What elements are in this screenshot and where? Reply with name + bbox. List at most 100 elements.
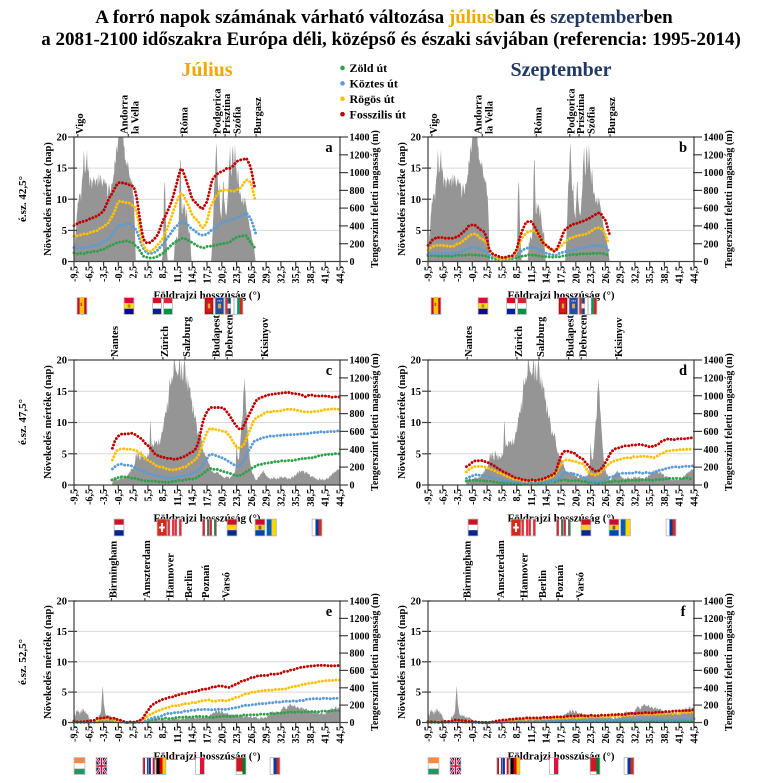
svg-text:14,5: 14,5 — [188, 266, 199, 284]
svg-text:Kisinyov: Kisinyov — [260, 317, 271, 357]
svg-text:11,5: 11,5 — [173, 726, 184, 743]
svg-text:17,5: 17,5 — [557, 266, 568, 284]
svg-text:-9,5: -9,5 — [424, 266, 435, 282]
svg-text:1000: 1000 — [704, 391, 724, 402]
svg-text:23,5: 23,5 — [586, 489, 597, 507]
svg-text:800: 800 — [704, 409, 719, 420]
svg-text:f: f — [681, 604, 686, 620]
svg-text:11,5: 11,5 — [173, 489, 184, 506]
svg-text:200: 200 — [350, 239, 365, 250]
svg-text:-0,5: -0,5 — [468, 489, 479, 505]
svg-text:é.sz. 47,5°: é.sz. 47,5° — [17, 399, 29, 445]
svg-text:Növekedés mértéke (nap): Növekedés mértéke (nap) — [43, 605, 54, 719]
svg-text:600: 600 — [350, 204, 365, 215]
svg-text:44,5: 44,5 — [336, 726, 347, 744]
svg-text:29,5: 29,5 — [616, 266, 627, 284]
svg-text:14,5: 14,5 — [188, 726, 199, 744]
svg-text:20: 20 — [411, 597, 422, 608]
svg-text:-9,5: -9,5 — [70, 266, 81, 282]
svg-text:38,5: 38,5 — [660, 266, 671, 284]
svg-text:-0,5: -0,5 — [468, 266, 479, 282]
svg-text:400: 400 — [350, 683, 365, 694]
svg-text:1000: 1000 — [350, 168, 370, 179]
svg-text:8,5: 8,5 — [512, 489, 523, 502]
svg-text:Budapest: Budapest — [212, 314, 223, 357]
svg-text:11,5: 11,5 — [527, 489, 538, 506]
svg-text:20,5: 20,5 — [571, 266, 582, 284]
svg-text:38,5: 38,5 — [306, 266, 317, 284]
svg-text:a: a — [325, 140, 333, 156]
svg-text:29,5: 29,5 — [262, 726, 273, 744]
svg-text:2,5: 2,5 — [483, 266, 494, 279]
svg-text:Kisinyov: Kisinyov — [614, 317, 625, 357]
svg-text:-0,5: -0,5 — [114, 489, 125, 505]
svg-text:-6,5: -6,5 — [84, 266, 95, 282]
svg-text:e: e — [326, 604, 333, 620]
svg-text:Varsó: Varsó — [221, 572, 232, 598]
svg-text:0: 0 — [704, 257, 709, 268]
svg-text:800: 800 — [704, 649, 719, 660]
svg-text:20,5: 20,5 — [571, 489, 582, 507]
svg-text:Növekedés mértéke (nap): Növekedés mértéke (nap) — [397, 142, 408, 256]
svg-text:Növekedés mértéke (nap): Növekedés mértéke (nap) — [43, 365, 54, 479]
svg-text:29,5: 29,5 — [262, 489, 273, 507]
svg-text:1000: 1000 — [704, 168, 724, 179]
svg-text:400: 400 — [704, 222, 719, 233]
svg-text:Tengerszint feletti magasság (: Tengerszint feletti magasság (m) — [370, 353, 381, 491]
svg-text:35,5: 35,5 — [291, 266, 302, 284]
svg-text:1400: 1400 — [350, 133, 370, 144]
svg-text:600: 600 — [350, 666, 365, 677]
svg-text:Prisztina: Prisztina — [576, 93, 587, 134]
svg-text:Birmingham: Birmingham — [463, 541, 474, 598]
svg-text:32,5: 32,5 — [630, 489, 641, 507]
svg-text:Zöld út: Zöld út — [350, 61, 388, 75]
svg-text:c: c — [326, 363, 333, 379]
svg-text:38,5: 38,5 — [306, 489, 317, 507]
svg-text:17,5: 17,5 — [557, 489, 568, 507]
svg-text:Andorra: Andorra — [473, 94, 484, 134]
svg-text:8,5: 8,5 — [512, 266, 523, 279]
svg-text:20: 20 — [57, 356, 68, 367]
svg-text:2,5: 2,5 — [129, 266, 140, 279]
svg-text:0: 0 — [62, 718, 67, 729]
svg-text:Burgasz: Burgasz — [607, 97, 618, 134]
svg-text:Salzburg: Salzburg — [182, 316, 193, 357]
svg-text:32,5: 32,5 — [276, 489, 287, 507]
svg-text:38,5: 38,5 — [660, 489, 671, 507]
svg-text:14,5: 14,5 — [542, 266, 553, 284]
svg-text:15: 15 — [57, 164, 68, 175]
svg-text:0: 0 — [62, 257, 67, 268]
svg-text:17,5: 17,5 — [203, 489, 214, 507]
svg-text:800: 800 — [704, 186, 719, 197]
svg-text:5: 5 — [62, 449, 67, 460]
svg-text:1200: 1200 — [704, 374, 724, 385]
svg-text:Podgorica: Podgorica — [213, 88, 224, 134]
svg-text:Róma: Róma — [533, 106, 544, 134]
svg-text:1000: 1000 — [350, 391, 370, 402]
svg-text:20,5: 20,5 — [571, 726, 582, 744]
svg-text:0: 0 — [704, 718, 709, 729]
svg-text:200: 200 — [704, 463, 719, 474]
svg-text:2,5: 2,5 — [483, 489, 494, 502]
svg-text:Zürich: Zürich — [160, 326, 171, 357]
svg-text:Július: Július — [181, 59, 232, 81]
svg-text:-0,5: -0,5 — [468, 726, 479, 742]
svg-text:1000: 1000 — [350, 631, 370, 642]
svg-text:Rögös út: Rögös út — [350, 92, 395, 106]
svg-text:1200: 1200 — [704, 614, 724, 625]
svg-text:-3,5: -3,5 — [99, 489, 110, 505]
svg-text:41,5: 41,5 — [321, 726, 332, 744]
svg-text:44,5: 44,5 — [690, 726, 701, 744]
svg-text:11,5: 11,5 — [527, 726, 538, 743]
svg-text:Poznań: Poznań — [201, 565, 212, 598]
svg-text:0: 0 — [350, 481, 355, 492]
svg-text:0: 0 — [416, 718, 421, 729]
svg-text:35,5: 35,5 — [645, 266, 656, 284]
svg-text:5: 5 — [416, 226, 421, 237]
svg-text:8,5: 8,5 — [158, 726, 169, 739]
svg-text:44,5: 44,5 — [690, 266, 701, 284]
svg-text:0: 0 — [416, 257, 421, 268]
svg-text:Salzburg: Salzburg — [536, 316, 547, 357]
svg-text:Róma: Róma — [179, 106, 190, 134]
svg-text:44,5: 44,5 — [336, 489, 347, 507]
